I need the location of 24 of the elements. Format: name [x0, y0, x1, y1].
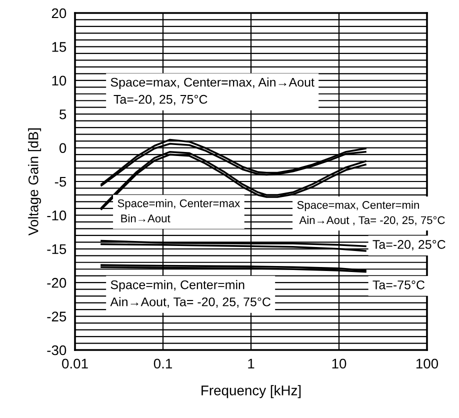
y-axis-title: Voltage Gain [dB]: [28, 128, 42, 236]
y-tick-label: 0: [59, 143, 66, 153]
annotation: Space=max, Center=min Ain→Aout , Ta= -20, 25, 75°C: [297, 200, 445, 226]
x-tick-label: 10: [332, 358, 346, 369]
y-tick-label: 15: [52, 42, 66, 52]
annotation: Space=min, Center=max Bin→Aout: [118, 199, 240, 222]
y-tick-label: -25: [47, 312, 66, 322]
x-tick-label: 1: [248, 358, 254, 368]
annotation: Ta=-75°C: [372, 280, 425, 290]
y-tick-label: -5: [54, 176, 66, 187]
x-tick-label: 0.01: [62, 358, 88, 369]
y-tick-label: -20: [47, 278, 66, 288]
y-tick-label: -30: [47, 345, 66, 356]
annotation: Space=max, Center=max, Ain→Aout Ta=-20, 25, 75°C: [110, 77, 314, 106]
y-tick-label: 20: [52, 8, 66, 18]
y-tick-label: -15: [47, 244, 66, 254]
y-tick-label: -10: [47, 210, 66, 220]
x-axis-title: Frequency [kHz]: [202, 385, 301, 398]
x-tick-label: 0.1: [154, 358, 172, 369]
annotation: Space=min, Center=min Ain→Aout, Ta= -20, 25, 75°C: [110, 280, 270, 308]
y-tick-label: 5: [60, 110, 66, 120]
annotation: Ta=-20, 25°C: [372, 240, 446, 250]
x-tick-label: 100: [416, 358, 438, 369]
y-tick-label: 10: [52, 76, 66, 86]
